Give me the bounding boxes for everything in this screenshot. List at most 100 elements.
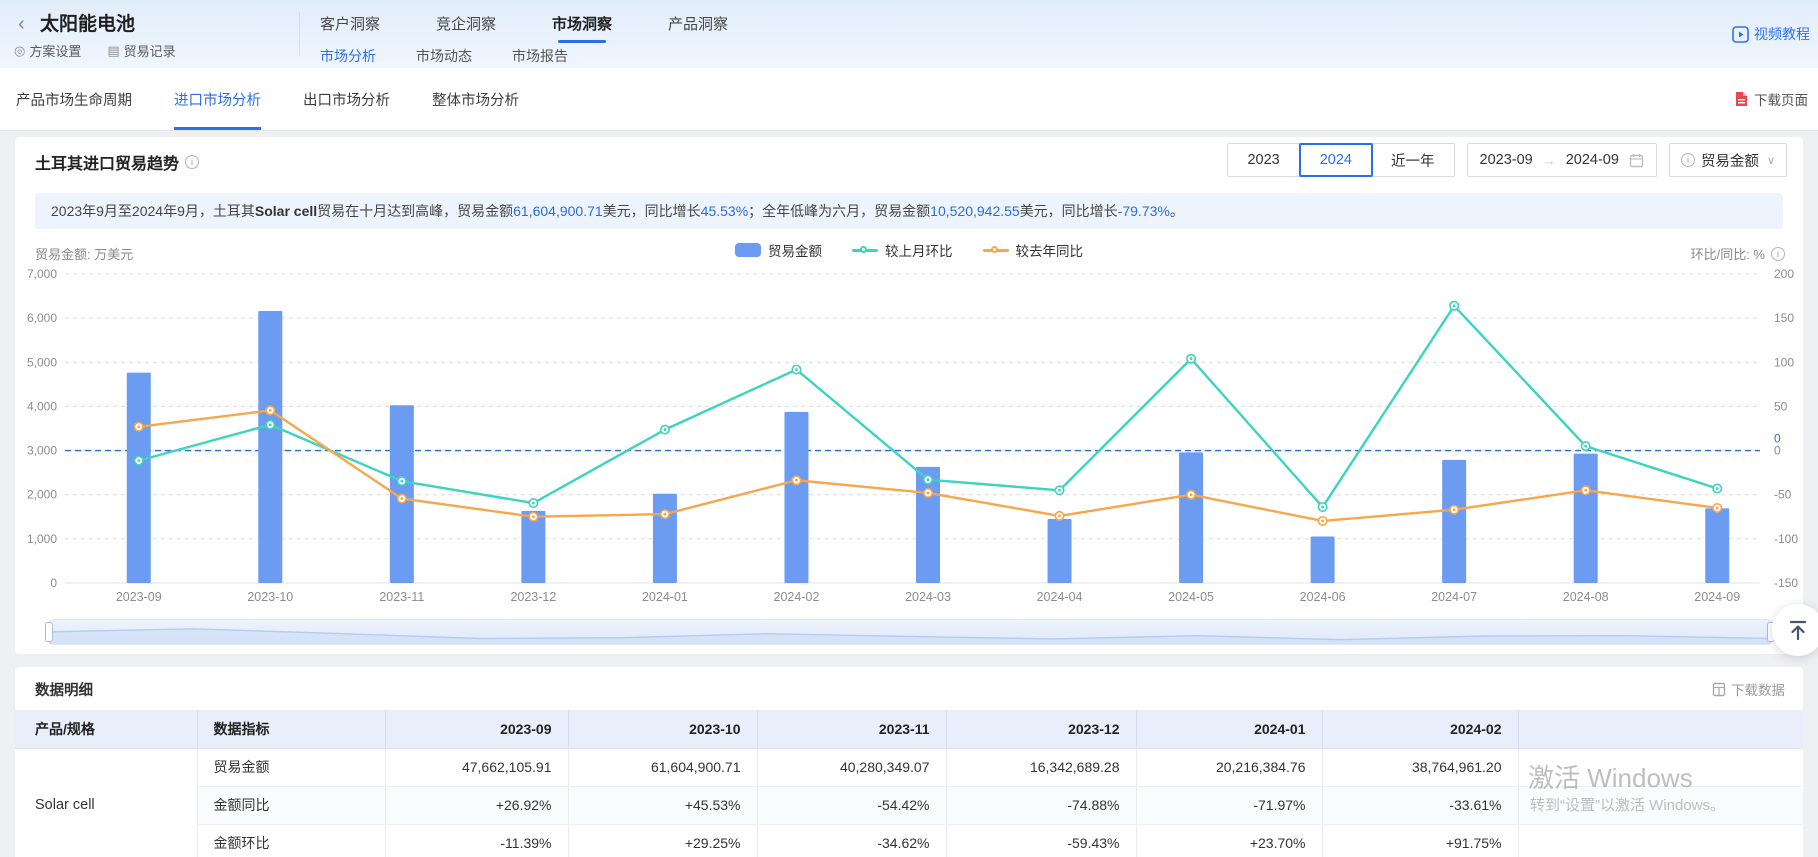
- legend-item[interactable]: 较去年同比: [982, 240, 1083, 260]
- trade-amount-bar[interactable]: [652, 493, 677, 583]
- year-2024-button[interactable]: 2024: [1298, 143, 1373, 177]
- right-axis-caption: 环比/同比: % i: [1691, 244, 1785, 263]
- metric-cell: 金额同比: [197, 786, 386, 825]
- date-to-value: 2024-09: [1565, 152, 1619, 168]
- trade-amount-bar[interactable]: [916, 466, 940, 583]
- nav-product-lifecycle[interactable]: 产品市场生命周期: [16, 92, 132, 109]
- trade-amount-bar[interactable]: [784, 411, 809, 583]
- target-icon: ◎: [14, 42, 26, 58]
- svg-text:-100: -100: [1774, 532, 1798, 546]
- col-header-month: 2023-10: [568, 710, 758, 749]
- scheme-settings-link[interactable]: ◎ 方案设置: [14, 41, 81, 60]
- tab-market-insight[interactable]: 市场洞察: [552, 13, 612, 43]
- info-icon[interactable]: i: [1771, 246, 1785, 261]
- back-to-top-button[interactable]: [1772, 604, 1818, 656]
- year-2023-button[interactable]: 2023: [1228, 144, 1300, 176]
- value-cell: -33.61%: [1322, 786, 1519, 825]
- video-tutorial-label: 视频教程: [1754, 26, 1810, 42]
- legend-label: 较上月环比: [885, 244, 953, 259]
- download-data-button[interactable]: 下载数据: [1712, 679, 1785, 699]
- chart-datazoom-slider[interactable]: [45, 619, 1775, 645]
- datazoom-left-handle[interactable]: [45, 622, 53, 642]
- legend-item[interactable]: 贸易金额: [735, 240, 822, 260]
- tab-product-insight[interactable]: 产品洞察: [668, 16, 729, 33]
- trade-amount-bar[interactable]: [1573, 453, 1598, 583]
- col-header-empty: [1518, 710, 1803, 749]
- legend-line-swatch: [852, 243, 878, 257]
- info-icon[interactable]: i: [185, 155, 200, 169]
- date-from-value: 2023-09: [1479, 152, 1533, 168]
- svg-text:100: 100: [1774, 355, 1794, 369]
- date-range-picker[interactable]: 2023-09 → 2024-09: [1466, 143, 1657, 177]
- trade-amount-bar[interactable]: [1179, 452, 1204, 583]
- legend-item[interactable]: 较上月环比: [852, 240, 953, 260]
- value-cell: 16,342,689.28: [946, 748, 1137, 787]
- subtab-market-analysis[interactable]: 市场分析: [318, 46, 378, 71]
- metric-select-value: 贸易金额: [1700, 153, 1759, 170]
- legend-label: 贸易金额: [768, 244, 822, 259]
- value-cell: 47,662,105.91: [385, 748, 569, 787]
- download-data-label: 下载数据: [1731, 683, 1785, 698]
- primary-tabs: 客户洞察 竞企洞察 市场洞察 产品洞察: [320, 13, 729, 43]
- value-cell: -71.97%: [1136, 786, 1323, 825]
- nav-overall-analysis[interactable]: 整体市场分析: [432, 92, 519, 109]
- legend-line-swatch: [982, 243, 1009, 257]
- top-header-band: ‹ 太阳能电池 ◎ 方案设置 ▤ 贸易记录 客户洞察 竞企洞察 市场洞察 产品洞…: [0, 0, 1818, 71]
- trade-amount-bar[interactable]: [1047, 518, 1072, 583]
- summary-segment: 45.53%: [700, 203, 749, 219]
- table-row: 金额环比 -11.39% +29.25% -34.62% -59.43% +23.70% +…: [15, 824, 1803, 857]
- chevron-down-icon: ∨: [1766, 154, 1775, 167]
- svg-text:2024-07: 2024-07: [1431, 590, 1477, 604]
- trade-amount-bar[interactable]: [1442, 459, 1467, 583]
- svg-text:2024-01: 2024-01: [642, 590, 688, 604]
- svg-text:2024-03: 2024-03: [905, 590, 951, 604]
- back-icon[interactable]: ‹: [18, 13, 25, 35]
- svg-text:2023-12: 2023-12: [510, 590, 556, 604]
- video-tutorial-link[interactable]: 视频教程: [1732, 24, 1810, 44]
- value-cell: +29.25%: [568, 824, 758, 857]
- value-cell: +91.75%: [1322, 824, 1519, 857]
- chart-card-title-row: 土耳其进口贸易趋势 i: [35, 150, 200, 174]
- value-cell: +26.92%: [385, 786, 569, 825]
- metric-select-dropdown[interactable]: i 贸易金额 ∨: [1668, 143, 1787, 177]
- empty-cell: [1518, 824, 1803, 857]
- svg-text:2024-08: 2024-08: [1563, 590, 1609, 604]
- trade-amount-bar[interactable]: [1310, 536, 1335, 583]
- svg-text:2023-09: 2023-09: [116, 590, 162, 604]
- subtab-market-report[interactable]: 市场报告: [512, 48, 568, 64]
- chart-legend: 贸易金额 较上月环比 较去年同比: [15, 240, 1803, 260]
- trade-amount-bar[interactable]: [258, 311, 283, 583]
- download-page-button[interactable]: 下载页面: [1734, 89, 1808, 109]
- tab-competitor-insight[interactable]: 竞企洞察: [436, 16, 497, 33]
- trade-amount-bar[interactable]: [521, 510, 546, 583]
- empty-cell: [1518, 786, 1803, 825]
- value-cell: 61,604,900.71: [568, 748, 758, 787]
- col-header-product: 产品/规格: [15, 710, 198, 749]
- subtab-market-dynamics[interactable]: 市场动态: [416, 48, 472, 64]
- data-detail-table: 产品/规格 数据指标 2023-09 2023-10 2023-11 2023-12 202…: [15, 710, 1803, 857]
- summary-segment: 美元，同比增长: [602, 203, 701, 219]
- pdf-icon: [1736, 92, 1747, 106]
- svg-text:2,000: 2,000: [27, 488, 57, 502]
- download-page-label: 下载页面: [1754, 93, 1808, 108]
- trade-amount-bar[interactable]: [1705, 508, 1730, 583]
- trade-records-link[interactable]: ▤ 贸易记录: [107, 41, 175, 60]
- value-cell: -74.88%: [946, 786, 1137, 825]
- svg-text:2023-10: 2023-10: [247, 590, 293, 604]
- summary-segment: 贸易在十月达到高峰，贸易金额: [317, 203, 514, 219]
- summary-segment: ；全年低峰为六月，贸易金额: [748, 203, 931, 219]
- spreadsheet-icon: [1712, 682, 1726, 696]
- value-cell: +23.70%: [1136, 824, 1323, 857]
- nav-export-analysis[interactable]: 出口市场分析: [303, 92, 390, 109]
- arrow-to-top-icon: [1789, 620, 1807, 641]
- chart-title: 土耳其进口贸易趋势: [35, 156, 180, 173]
- document-icon: ▤: [107, 42, 120, 58]
- recent-year-button[interactable]: 近一年: [1391, 153, 1435, 170]
- analysis-nav: 产品市场生命周期 进口市场分析 出口市场分析 整体市场分析 下载页面: [0, 68, 1818, 131]
- trade-amount-bar[interactable]: [126, 372, 151, 583]
- left-axis-caption: 贸易金额: 万美元: [35, 247, 134, 262]
- tab-customer-insight[interactable]: 客户洞察: [320, 16, 381, 33]
- svg-text:2024-06: 2024-06: [1300, 590, 1346, 604]
- nav-import-analysis[interactable]: 进口市场分析: [174, 68, 261, 130]
- value-cell: 20,216,384.76: [1136, 748, 1323, 787]
